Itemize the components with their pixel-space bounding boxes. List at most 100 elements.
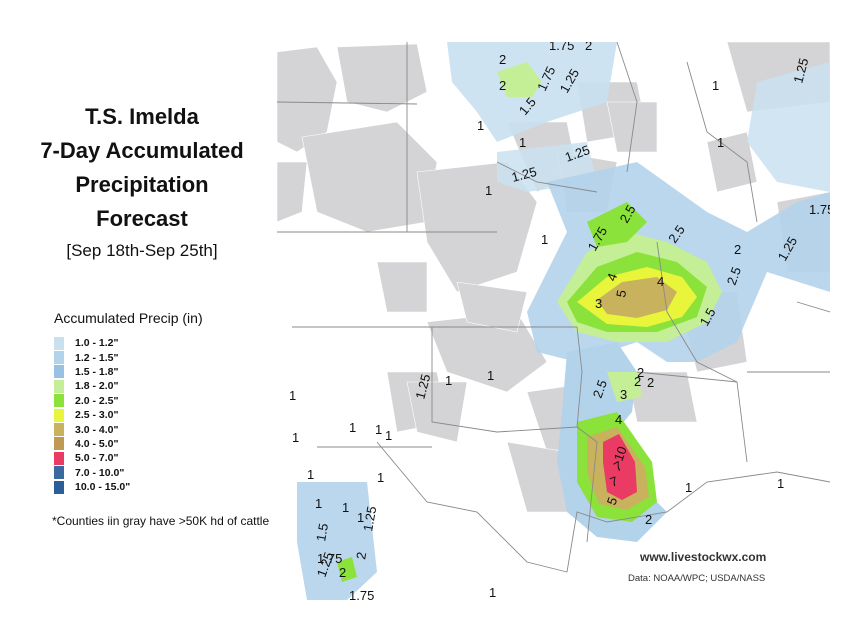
contour-label: 2.5 (590, 378, 610, 400)
contour-label: 1 (375, 422, 382, 437)
contour-label: 2 (353, 551, 369, 561)
precip-area-2-5in (337, 557, 357, 582)
legend-item: 7.0 - 10.0" (54, 466, 264, 480)
legend-label: 5.0 - 7.0" (75, 452, 119, 465)
state-border (686, 61, 758, 223)
legend-item: 2.0 - 2.5" (54, 394, 264, 408)
contour-label: 1 (489, 585, 496, 600)
contour-label: 1.25 (510, 164, 538, 185)
legend-label: 1.0 - 1.2" (75, 337, 119, 350)
contour-label: 7 (608, 473, 620, 490)
title-line-4: Forecast (96, 206, 188, 231)
gray-county-region (606, 101, 658, 153)
date-range-subtitle: [Sep 18th-Sep 25th] (66, 241, 218, 260)
precip-shading (297, 42, 830, 600)
contour-label: 1.25 (412, 372, 433, 400)
legend-swatch (54, 423, 64, 437)
legend-swatch (54, 408, 64, 422)
precip-area-2-5in (587, 202, 647, 247)
state-border (431, 327, 578, 433)
legend-label: 1.5 - 1.8" (75, 365, 119, 378)
contour-label: 1 (487, 368, 494, 383)
contour-label: 4 (604, 271, 621, 283)
contour-label: 1 (685, 480, 692, 495)
contour-label: 1 (342, 500, 349, 515)
legend-item: 1.8 - 2.0" (54, 379, 264, 393)
contour-label: 1.75 (349, 588, 374, 600)
gray-county-region (706, 131, 758, 193)
contour-label: 1 (777, 476, 784, 491)
legend-item: 1.0 - 1.2" (54, 336, 264, 350)
contour-label: 1 (307, 467, 314, 482)
state-border (656, 241, 748, 463)
precip-area-1-5in (297, 482, 377, 600)
footnote: *Counties iin gray have >50K hd of cattl… (52, 514, 270, 528)
precip-area-5-7in (603, 434, 637, 500)
contour-label: 2 (499, 78, 506, 93)
contour-label: 1.75 (549, 42, 574, 53)
precip-area-2in (497, 62, 542, 97)
gray-county-region (376, 261, 428, 313)
legend-label: 3.0 - 4.0" (75, 423, 119, 436)
contour-label: 2 (634, 374, 641, 389)
legend-label: 1.2 - 1.5" (75, 351, 119, 364)
contour-label: 1.75 (317, 551, 342, 566)
legend-label: 10.0 - 15.0" (75, 481, 131, 494)
contour-label: 4 (615, 412, 622, 427)
contour-label: 1 (712, 78, 719, 93)
legend-item: 3.0 - 4.0" (54, 422, 264, 437)
state-borders (277, 42, 830, 573)
precip-area-3-4in (597, 277, 677, 318)
contour-label: 1 (385, 428, 392, 443)
credit-website: www.livestockwx.com (640, 550, 767, 564)
state-border (796, 301, 830, 313)
credit-data-source: Data: NOAA/WPC; USDA/NASS (628, 573, 766, 584)
legend-item: 5.0 - 7.0" (54, 451, 264, 465)
contour-label: 1 (717, 135, 724, 150)
contour-label: 2 (645, 512, 652, 527)
title-line-1: T.S. Imelda (85, 104, 199, 129)
contour-label: 2 (585, 42, 592, 53)
title-line-2: 7-Day Accumulated (40, 138, 244, 163)
contour-label: 1.25 (360, 505, 379, 533)
state-border (496, 161, 598, 193)
legend-swatch (54, 365, 64, 379)
state-border (277, 101, 418, 105)
map-title: T.S. Imelda 7-Day Accumulated Precipitat… (24, 100, 260, 264)
state-border (636, 371, 738, 383)
precip-legend: Accumulated Precip (in) 1.0 - 1.2" 1.2 - … (54, 310, 264, 494)
contour-label: 10 (611, 444, 630, 463)
legend-swatch (54, 379, 64, 393)
legend-item: 1.2 - 1.5" (54, 350, 264, 365)
contour-label: 1 (315, 496, 322, 511)
legend-swatch (54, 437, 64, 451)
contour-label: 2 (499, 52, 506, 67)
contour-label: 3 (620, 387, 627, 402)
legend-swatch (54, 336, 64, 350)
contour-label: 1 (445, 373, 452, 388)
contour-label: 4 (657, 274, 664, 289)
contour-label: 3 (595, 296, 602, 311)
contour-label: 5 (613, 289, 629, 299)
legend-swatch (54, 480, 64, 494)
legend-label: 2.5 - 3.0" (75, 409, 119, 422)
legend-swatch (54, 466, 64, 480)
contour-label: 5 (604, 495, 621, 507)
legend-swatch (54, 394, 64, 408)
contour-label: 1 (477, 118, 484, 133)
gray-county-region (406, 381, 468, 443)
gray-county-region (277, 46, 338, 153)
contour-label: 1 (485, 183, 492, 198)
contour-label: 1 (289, 388, 296, 403)
precip-area-1in (747, 62, 830, 192)
contour-label: 1.5 (313, 522, 331, 542)
gulf-coastline (376, 441, 830, 573)
legend-label: 4.0 - 5.0" (75, 437, 119, 450)
gray-county-region (456, 281, 528, 333)
contour-label: 2.5 (724, 265, 744, 287)
contour-label: 1 (292, 430, 299, 445)
legend-label: 2.0 - 2.5" (75, 394, 119, 407)
contour-label: 1 (377, 470, 384, 485)
contour-label: 2 (339, 565, 346, 580)
